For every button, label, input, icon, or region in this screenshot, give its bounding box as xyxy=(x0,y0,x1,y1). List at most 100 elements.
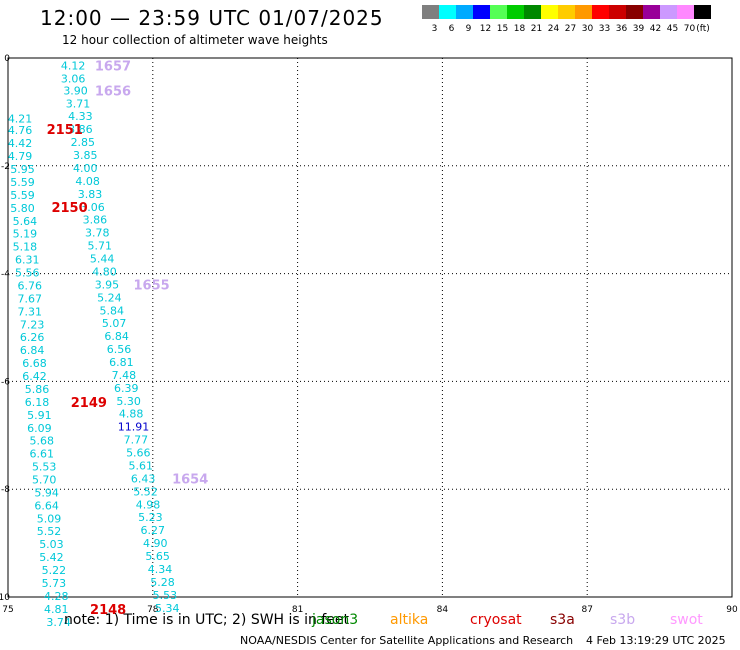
wave-height-point: 5.19 xyxy=(13,228,38,241)
scale-swatch xyxy=(541,5,558,19)
scale-swatch xyxy=(422,5,439,19)
wave-height-point: 6.26 xyxy=(20,331,45,344)
scale-label: 24 xyxy=(548,24,560,34)
scale-swatch xyxy=(456,5,473,19)
x-tick-label: 90 xyxy=(726,605,738,615)
wave-height-point: 5.56 xyxy=(15,267,40,280)
wave-height-point: 4.88 xyxy=(119,408,144,421)
wave-height-point: 5.24 xyxy=(97,291,122,304)
wave-height-point: 5.84 xyxy=(100,304,125,317)
footer-note: note: 1) Time is in UTC; 2) SWH is in fe… xyxy=(64,612,350,628)
satellite-legend-item: swot xyxy=(670,612,703,628)
wave-height-point: 5.52 xyxy=(37,525,62,538)
wave-height-point: 5.34 xyxy=(155,602,180,615)
wave-height-point: 4.42 xyxy=(8,137,33,150)
scale-label: 39 xyxy=(633,24,645,34)
wave-height-point: 4.80 xyxy=(92,265,117,278)
wave-height-point: 5.53 xyxy=(153,589,178,602)
y-tick-label: -2 xyxy=(1,162,10,172)
x-tick-label: 87 xyxy=(581,605,592,615)
wave-height-point: 7.77 xyxy=(124,434,149,447)
wave-height-point: 6.84 xyxy=(20,344,45,357)
pass-time-label: 2150 xyxy=(51,201,87,216)
scale-label: 30 xyxy=(582,24,594,34)
wave-height-point: 3.90 xyxy=(63,84,88,97)
wave-height-point: 5.95 xyxy=(10,163,35,176)
pass-time-label: 1655 xyxy=(133,278,169,293)
wave-height-point: 4.81 xyxy=(44,603,69,616)
scale-label: 36 xyxy=(616,24,628,34)
credit-line: NOAA/NESDIS Center for Satellite Applica… xyxy=(240,634,574,647)
y-tick-label: 0 xyxy=(4,54,10,64)
wave-height-point: 5.61 xyxy=(128,459,153,472)
x-tick-label: 75 xyxy=(2,605,13,615)
wave-height-point: 6.43 xyxy=(131,472,156,485)
scale-label: 45 xyxy=(667,24,678,34)
scale-swatch xyxy=(694,5,711,19)
scale-label: 3 xyxy=(432,24,438,34)
wave-height-point: 6.42 xyxy=(22,370,47,383)
wave-height-point: 5.07 xyxy=(102,317,127,330)
scale-label: 15 xyxy=(497,24,508,34)
wave-height-point: 6.84 xyxy=(104,330,129,343)
scale-swatch xyxy=(439,5,456,19)
wave-height-point: 4.21 xyxy=(8,112,33,125)
wave-height-point: 5.09 xyxy=(37,512,62,525)
wave-height-point: 5.59 xyxy=(10,189,35,202)
wave-height-point: 4.12 xyxy=(61,60,86,73)
pass-time-label: 2151 xyxy=(47,123,83,138)
scale-swatch xyxy=(575,5,592,19)
scale-swatch xyxy=(473,5,490,19)
x-tick-label: 84 xyxy=(437,605,449,615)
wave-height-point: 5.65 xyxy=(145,550,170,563)
wave-height-point: 6.09 xyxy=(27,422,52,435)
wave-height-point: 4.79 xyxy=(8,150,33,163)
scale-label: 33 xyxy=(599,24,610,34)
wave-height-point: 4.00 xyxy=(73,162,98,175)
wave-height-point: 3.78 xyxy=(85,227,110,240)
wave-height-point: 5.30 xyxy=(116,395,141,408)
scale-swatch xyxy=(507,5,524,19)
wave-height-point: 4.98 xyxy=(136,498,161,511)
scale-label: 70 xyxy=(684,24,696,34)
wave-height-point: 3.85 xyxy=(73,149,98,162)
satellite-legend-item: altika xyxy=(390,612,429,628)
wave-height-point: 5.22 xyxy=(42,564,67,577)
scale-label: 21 xyxy=(531,24,542,34)
wave-height-point: 7.48 xyxy=(112,369,137,382)
wave-height-point: 5.42 xyxy=(39,551,64,564)
wave-height-point: 6.27 xyxy=(141,524,166,537)
wave-height-point: 6.31 xyxy=(15,254,40,267)
wave-height-point: 5.44 xyxy=(90,253,115,266)
generation-timestamp: 4 Feb 13:19:29 UTC 2025 xyxy=(586,634,726,647)
pass-time-label: 1656 xyxy=(95,84,131,99)
wave-height-point: 3.74 xyxy=(46,616,71,629)
wave-height-point: 6.39 xyxy=(114,382,139,395)
wave-height-point: 3.83 xyxy=(78,188,103,201)
pass-time-label: 2149 xyxy=(71,396,107,411)
scale-label: 42 xyxy=(650,24,661,34)
chart-subtitle: 12 hour collection of altimeter wave hei… xyxy=(62,33,328,47)
wave-height-point: 3.71 xyxy=(66,97,91,110)
x-tick-label: 81 xyxy=(292,605,303,615)
satellite-legend-item: cryosat xyxy=(470,612,522,628)
y-tick-label: -10 xyxy=(0,593,10,603)
wave-height-point: 2.85 xyxy=(71,136,96,149)
wave-height-point: 5.52 xyxy=(133,485,158,498)
wave-height-point: 5.70 xyxy=(32,473,57,486)
pass-time-label: 1657 xyxy=(95,60,131,75)
wave-height-point: 7.67 xyxy=(17,292,42,305)
x-tick-label: 78 xyxy=(147,605,159,615)
scale-swatch xyxy=(558,5,575,19)
pass-time-label: 1654 xyxy=(172,472,208,487)
wave-height-point: 4.76 xyxy=(8,124,33,137)
wave-height-point: 6.76 xyxy=(17,279,42,292)
plot-frame xyxy=(7,57,733,598)
wave-height-point: 5.66 xyxy=(126,447,151,460)
wave-height-point: 7.31 xyxy=(17,305,42,318)
wave-height-point: 6.64 xyxy=(34,499,59,512)
wave-height-point: 4.28 xyxy=(44,590,69,603)
satellite-legend-item: s3b xyxy=(610,612,636,628)
scale-unit-label: (ft) xyxy=(696,24,710,34)
